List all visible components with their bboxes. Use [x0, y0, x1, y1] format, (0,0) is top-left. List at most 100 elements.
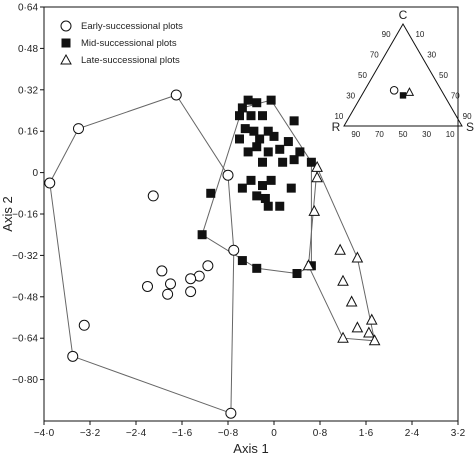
ternary-inset: C R S 10 10 10 30 30 30 50 50 50 70 70 70 90 90 90 — [332, 8, 474, 139]
ternary-tick-label: 90 — [463, 112, 472, 121]
square-point — [252, 98, 262, 108]
square-point — [197, 230, 207, 240]
y-tick-label: 0·32 — [18, 85, 38, 96]
triangle-group-hull — [307, 165, 376, 342]
circle-point — [78, 319, 90, 331]
circle-point — [228, 244, 240, 256]
ternary-tick-label: 10 — [334, 112, 343, 121]
y-axis-title: Axis 2 — [0, 196, 15, 231]
square-point — [258, 157, 267, 167]
square-point — [283, 137, 293, 147]
square-point — [263, 201, 273, 211]
circle-point — [147, 190, 159, 202]
ternary-triangle — [343, 23, 463, 127]
square-point — [266, 95, 276, 105]
square-point — [249, 126, 259, 136]
circle-point — [67, 350, 79, 362]
square-point — [269, 131, 279, 141]
square-point — [289, 155, 299, 165]
square-point — [240, 124, 250, 134]
y-tick-label: −0·64 — [12, 334, 38, 345]
x-tick-label: −0·8 — [218, 428, 239, 439]
legend-label-early: Early-successional plots — [81, 21, 183, 32]
ternary-tick-label: 70 — [375, 130, 384, 139]
circle-point — [162, 288, 174, 300]
ternary-tick-label: 10 — [446, 130, 455, 139]
y-tick-label: −0·80 — [12, 375, 38, 386]
x-tick-label: −4·0 — [34, 428, 55, 439]
square-point — [260, 193, 270, 203]
x-tick-label: 3·2 — [451, 428, 466, 439]
square-point — [275, 201, 285, 211]
square-point — [206, 188, 216, 198]
x-tick-label: −1·6 — [172, 428, 193, 439]
triangle-point — [351, 321, 364, 333]
square-point — [278, 157, 288, 167]
triangle-point — [368, 334, 381, 346]
triangle-point — [351, 251, 364, 263]
ternary-tick-label: 70 — [370, 51, 379, 60]
square-point — [286, 183, 296, 193]
square-point — [275, 144, 285, 154]
y-tick-label: 0·48 — [18, 44, 38, 55]
ternary-triangle-point — [404, 87, 415, 96]
circle-point — [156, 265, 168, 277]
square-point — [243, 95, 253, 105]
ternary-tick-label: 30 — [422, 130, 431, 139]
x-tick-label: 1·6 — [359, 428, 374, 439]
x-tick-label: 0·8 — [313, 428, 328, 439]
circle-group-hull — [49, 94, 235, 414]
legend-label-mid: Mid-successional plots — [81, 38, 177, 49]
circle-point — [142, 280, 153, 292]
square-point — [263, 147, 273, 157]
triangle-point — [337, 331, 349, 343]
x-tick-label: 2·4 — [405, 428, 420, 439]
triangle-point — [302, 259, 315, 271]
ternary-square-point — [399, 92, 407, 99]
x-tick-label: 0 — [271, 428, 277, 439]
square-point — [295, 147, 305, 157]
x-tick-label: −3·2 — [80, 428, 101, 439]
circle-point — [225, 407, 237, 419]
ternary-corner-r: R — [332, 120, 341, 134]
square-point — [258, 181, 267, 191]
circle-point — [44, 177, 56, 189]
triangle-point — [311, 171, 323, 183]
ternary-tick-label: 50 — [358, 71, 367, 80]
square-point — [289, 116, 299, 126]
square-point — [252, 142, 262, 152]
ternary-corner-c: C — [399, 8, 408, 22]
y-tick-label: 0·64 — [18, 3, 38, 14]
legend-square-marker — [61, 38, 71, 48]
triangle-point — [365, 313, 378, 325]
ternary-tick-label: 90 — [351, 130, 360, 139]
legend: Early-successional plots Mid-successiona… — [60, 20, 183, 66]
ternary-tick-label: 50 — [439, 71, 448, 80]
square-point — [258, 111, 267, 121]
y-tick-label: −0·32 — [12, 251, 38, 262]
circle-point — [185, 286, 197, 298]
square-point — [235, 111, 244, 121]
ternary-tick-label: 30 — [346, 91, 355, 100]
circle-point — [73, 123, 84, 135]
ternary-tick-label: 10 — [415, 30, 424, 39]
legend-circle-marker — [60, 20, 72, 32]
square-point — [252, 263, 262, 273]
legend-triangle-marker — [60, 53, 72, 65]
ternary-tick-label: 70 — [451, 91, 460, 100]
y-tick-label: −0·16 — [12, 210, 38, 221]
triangle-point — [334, 243, 346, 255]
plot-frame — [43, 6, 459, 422]
circle-point — [165, 278, 176, 290]
x-axis-ticks: −4·0 −3·2 −2·4 −1·6 −0·8 0 0·8 1·6 2·4 3·2 — [34, 421, 466, 439]
ternary-tick-label: 30 — [427, 51, 436, 60]
ternary-tick-label: 50 — [399, 130, 408, 139]
triangle-point — [345, 295, 358, 307]
square-point — [235, 134, 244, 144]
plot-area: −4·0 −3·2 −2·4 −1·6 −0·8 0 0·8 1·6 2·4 3·2 0·640·… — [12, 3, 466, 440]
data-points — [44, 89, 381, 419]
square-point — [237, 183, 247, 193]
square-point — [266, 175, 276, 185]
square-point — [246, 111, 256, 121]
